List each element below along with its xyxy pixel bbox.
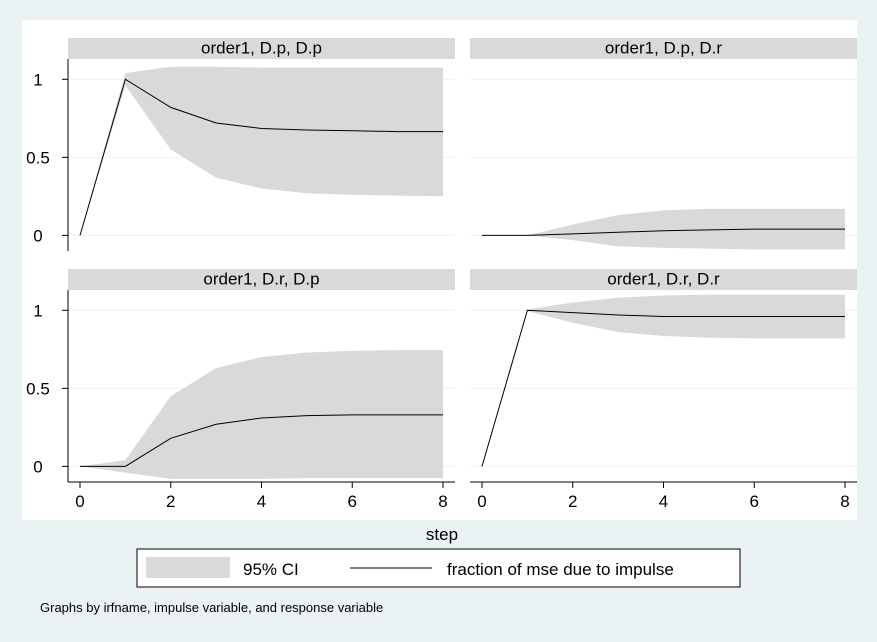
- panel-3-header: [68, 269, 455, 290]
- panel-1-fraction-line: [79, 78, 443, 236]
- panel-3-ci-band: [80, 350, 443, 479]
- panel-2-title: order1, D.p, D.r: [605, 39, 722, 58]
- legend-ci-swatch: [146, 557, 230, 578]
- panel-3-y-tick-label-0: 0: [33, 457, 42, 476]
- legend: 95% CI fraction of mse due to impulse: [136, 548, 741, 588]
- panel-1-y-tick-label-2: 1: [33, 70, 42, 89]
- x-axis-1-tick-label-4: 8: [438, 492, 447, 511]
- legend-ci-label: 95% CI: [243, 560, 299, 579]
- panel-3-title: order1, D.r, D.p: [203, 270, 319, 289]
- x-axis-1-tick-label-0: 0: [75, 492, 84, 511]
- legend-box: [136, 548, 741, 588]
- panel-4-title: order1, D.r, D.r: [607, 270, 720, 289]
- x-axis-2-tick-label-3: 6: [750, 492, 759, 511]
- x-axis-2-tick-label-0: 0: [477, 492, 486, 511]
- panel-3-fraction-line: [80, 414, 443, 467]
- panel-4: order1, D.r, D.r: [470, 269, 857, 482]
- x-axes: 0 2 4 6 8 0 2 4 6 8: [68, 481, 857, 511]
- panel-1: order1, D.p, D.p 0 0.5 1: [26, 38, 455, 251]
- x-axis-2-tick-label-4: 8: [840, 492, 849, 511]
- panel-3-y-tick-label-1: 0.5: [26, 379, 50, 398]
- panel-2-fraction-line: [482, 228, 845, 236]
- x-axis-2-tick-label-2: 4: [659, 492, 668, 511]
- x-axis-1-tick-label-1: 2: [166, 492, 175, 511]
- panel-1-y-tick-label-1: 0.5: [26, 148, 50, 167]
- panel-1-y-tick-label-0: 0: [33, 226, 42, 245]
- panel-4-header: [470, 269, 857, 290]
- x-axis-1-tick-label-2: 4: [257, 492, 266, 511]
- graphs-by-note: Graphs by irfname, impulse variable, and…: [40, 600, 383, 615]
- panel-1-header: [68, 38, 455, 59]
- panel-1-ci-band: [80, 66, 443, 236]
- panel-2: order1, D.p, D.r: [470, 38, 857, 251]
- panel-4-fraction-line: [481, 309, 845, 467]
- x-axis-label: step: [426, 525, 458, 544]
- panel-3: order1, D.r, D.p 0 0.5 1: [26, 269, 455, 482]
- panel-4-ci-band: [482, 294, 845, 467]
- panel-2-header: [470, 38, 857, 59]
- legend-line-label: fraction of mse due to impulse: [447, 560, 674, 579]
- x-axis-1-tick-label-3: 6: [348, 492, 357, 511]
- x-axis-2-tick-label-1: 2: [568, 492, 577, 511]
- panel-3-y-tick-label-2: 1: [33, 301, 42, 320]
- panel-1-title: order1, D.p, D.p: [201, 39, 322, 58]
- panels: order1, D.p, D.p 0 0.5 1 order1, D.p, D.r ord…: [26, 38, 857, 482]
- panel-2-ci-band: [482, 208, 845, 250]
